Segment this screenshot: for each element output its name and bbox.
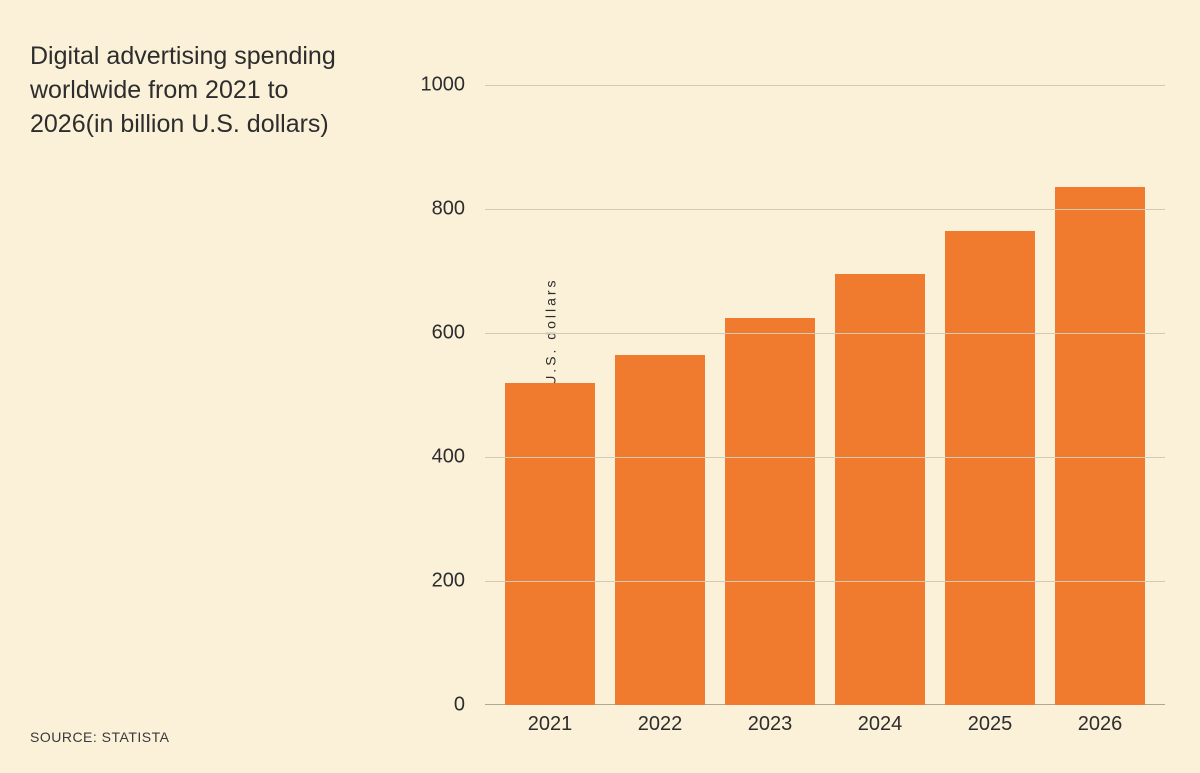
x-tick-label: 2022 [638,705,683,736]
bar-slot: 2021 [495,85,605,705]
bar [1055,187,1145,705]
chart-title: Digital advertising spending worldwide f… [30,40,360,141]
bar [615,355,705,705]
bars-container: 202120222023202420252026 [485,85,1165,705]
bar-slot: 2026 [1045,85,1155,705]
y-tick-label: 1000 [421,74,486,97]
y-tick-label: 0 [454,694,485,717]
bar [725,318,815,706]
bar [835,274,925,705]
bar-chart: Speding in billion U.S. dollars 20212022… [405,85,1175,745]
x-tick-label: 2021 [528,705,573,736]
x-tick-label: 2023 [748,705,793,736]
bar [945,231,1035,705]
bar-slot: 2022 [605,85,715,705]
y-tick-label: 200 [432,570,485,593]
y-tick-label: 600 [432,322,485,345]
gridline [485,457,1165,458]
x-tick-label: 2025 [968,705,1013,736]
plot-area: 202120222023202420252026 020040060080010… [485,85,1165,705]
bar-slot: 2023 [715,85,825,705]
bar [505,383,595,705]
y-tick-label: 400 [432,446,485,469]
gridline [485,85,1165,86]
y-tick-label: 800 [432,198,485,221]
bar-slot: 2025 [935,85,1045,705]
gridline [485,333,1165,334]
chart-source: SOURCE: STATISTA [30,729,169,745]
bar-slot: 2024 [825,85,935,705]
x-tick-label: 2026 [1078,705,1123,736]
gridline [485,209,1165,210]
gridline [485,581,1165,582]
x-tick-label: 2024 [858,705,903,736]
